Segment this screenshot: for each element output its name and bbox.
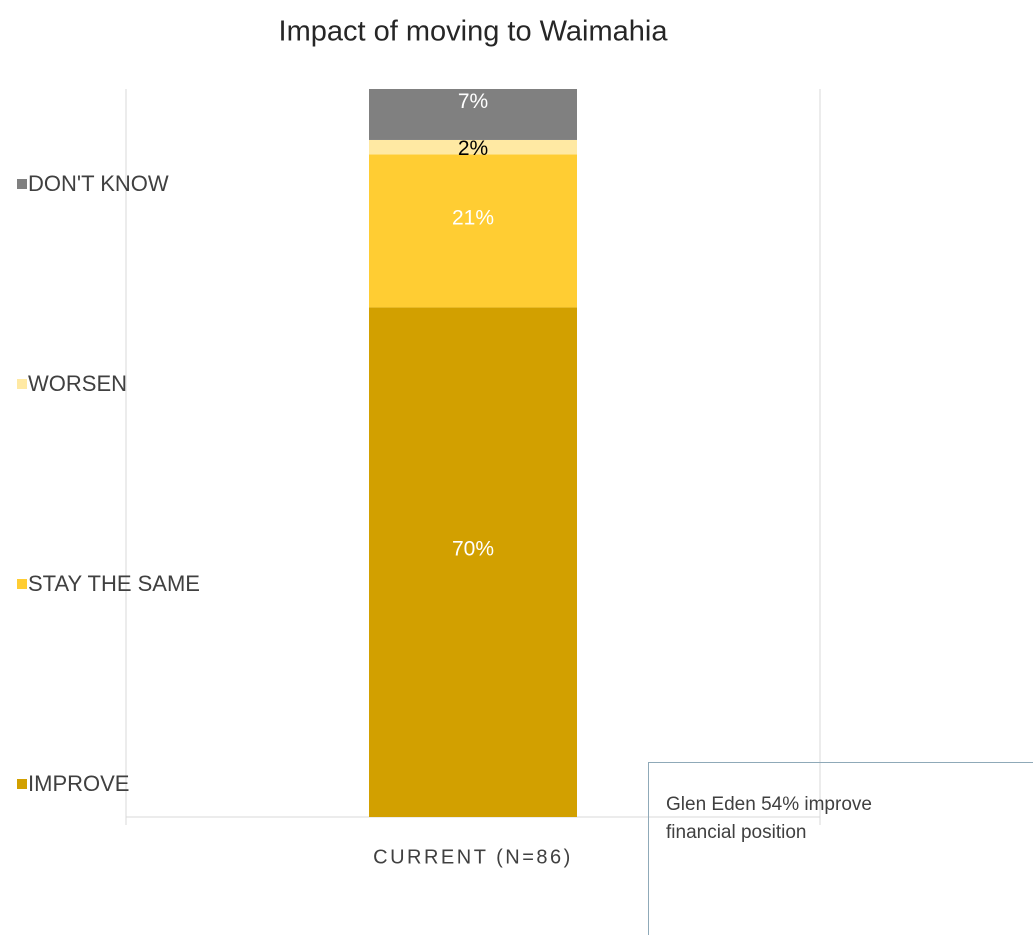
data-label: 70%	[452, 538, 494, 561]
legend-swatch	[17, 579, 27, 589]
legend-label: WORSEN	[28, 371, 127, 396]
data-label: 7%	[458, 90, 488, 113]
legend-label: STAY THE SAME	[28, 571, 200, 596]
bar-segment	[369, 89, 577, 140]
data-label: 21%	[452, 207, 494, 230]
data-label: 2%	[458, 137, 488, 160]
legend-label: DON'T KNOW	[28, 171, 169, 196]
annotation: Glen Eden 54% improve financial position	[666, 794, 872, 843]
bar-segment	[369, 307, 577, 817]
bar-segment	[369, 154, 577, 308]
bar-segment	[369, 139, 577, 155]
annotation-box: Glen Eden 54% improve financial position	[648, 762, 1033, 935]
legend-label: IMPROVE	[28, 771, 129, 796]
legend-swatch	[17, 179, 27, 189]
x-tick-label: CURRENT (N=86)	[373, 846, 573, 868]
chart-title: Impact of moving to Waimahia	[279, 16, 669, 48]
legend-swatch	[17, 379, 27, 389]
legend-swatch	[17, 779, 27, 789]
